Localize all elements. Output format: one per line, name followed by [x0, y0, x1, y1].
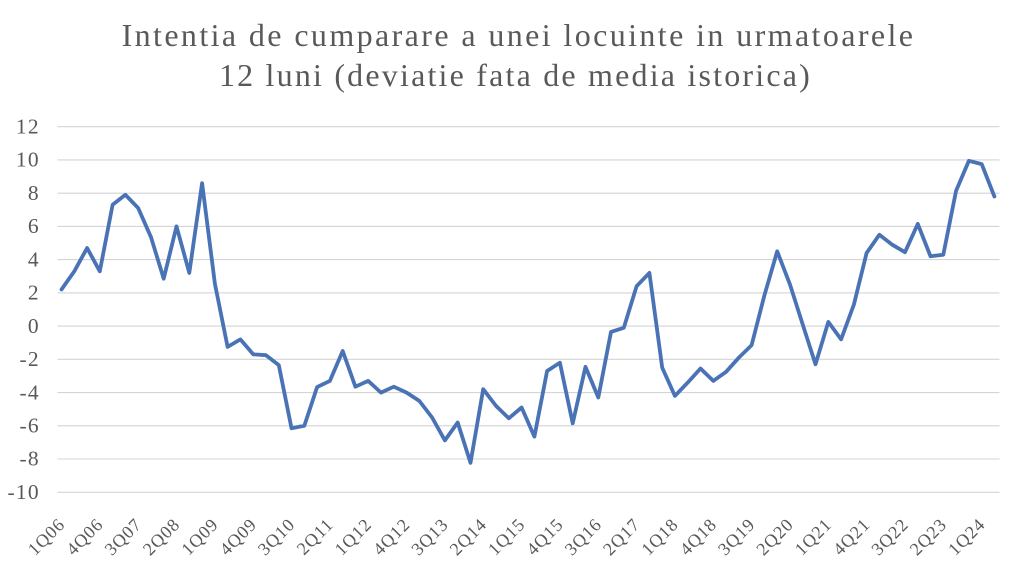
- svg-text:12: 12: [16, 114, 40, 138]
- svg-text:2: 2: [28, 281, 40, 305]
- svg-text:-6: -6: [19, 414, 39, 438]
- svg-text:6: 6: [28, 214, 40, 238]
- svg-text:-8: -8: [19, 447, 39, 471]
- svg-text:-2: -2: [19, 347, 39, 371]
- svg-text:4: 4: [28, 247, 40, 271]
- svg-text:-10: -10: [8, 480, 40, 504]
- svg-text:Intentia de cumparare a unei l: Intentia de cumparare a unei locuinte in…: [122, 17, 916, 53]
- svg-text:0: 0: [28, 314, 40, 338]
- svg-text:-4: -4: [19, 380, 39, 404]
- svg-text:10: 10: [16, 148, 40, 172]
- svg-text:8: 8: [28, 181, 40, 205]
- svg-text:12 luni (deviatie fata de medi: 12 luni (deviatie fata de media istorica…: [219, 57, 812, 93]
